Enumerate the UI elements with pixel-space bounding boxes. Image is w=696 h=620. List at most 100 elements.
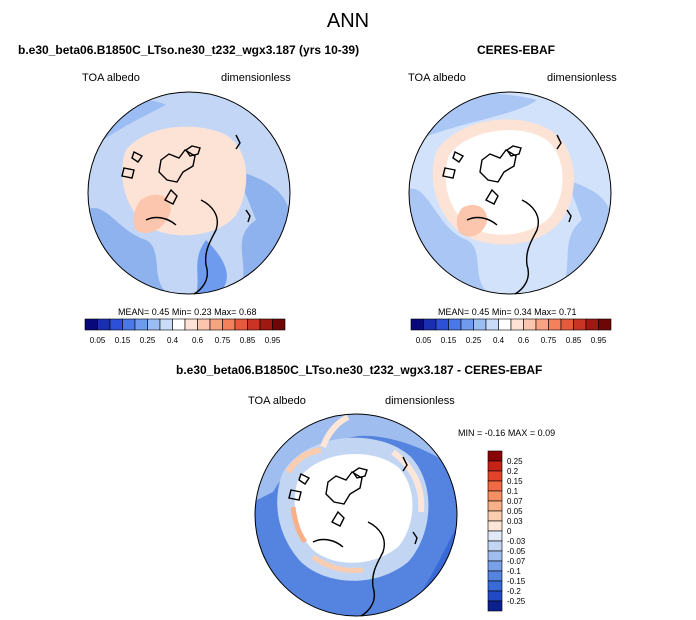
diff-colorbar-tick-label: 0.07 — [507, 497, 523, 506]
colorbar-tick-label: 0.6 — [192, 336, 204, 345]
colorbar-tick-label: 0.85 — [566, 336, 582, 345]
diff-colorbar-tick-label: 0.25 — [507, 457, 523, 466]
panel2-units-label: dimensionless — [547, 72, 617, 84]
colorbar-tick-label: 0.4 — [493, 336, 505, 345]
panel2-variable-label: TOA albedo — [408, 72, 466, 84]
diff-colorbar-tick-label: 0.2 — [507, 467, 519, 476]
colorbar-swatch — [573, 318, 587, 331]
panel2-polar-map — [408, 91, 612, 295]
diff-colorbar-swatch — [487, 480, 503, 492]
colorbar-tick-label: 0.15 — [441, 336, 457, 345]
diff-colorbar-swatch — [487, 580, 503, 592]
colorbar-swatch — [184, 318, 198, 331]
colorbar-swatch — [97, 318, 111, 331]
diff-colorbar-swatch — [487, 590, 503, 602]
colorbar-swatch — [423, 318, 437, 331]
colorbar-tick-label: 0.25 — [466, 336, 482, 345]
panel1-min-value: 0.23 — [194, 307, 212, 317]
panel2-mean-value: 0.45 — [471, 307, 490, 317]
diff-colorbar-tick-label: -0.07 — [507, 557, 526, 566]
panel1-mean-label: MEAN= — [118, 307, 150, 317]
diff-colorbar-swatch — [487, 450, 503, 462]
diff-colorbar-tick-label: -0.03 — [507, 537, 526, 546]
diff-colorbar-swatch — [487, 600, 503, 612]
diff-colorbar-swatch — [487, 510, 503, 522]
panel2-max-label: Max= — [534, 307, 557, 317]
panel1-max-label: Max= — [214, 307, 237, 317]
diff-colorbar-swatch — [487, 470, 503, 482]
panel2-min-value: 0.34 — [514, 307, 532, 317]
panel1-case-title: b.e30_beta06.B1850C_LTso.ne30_t232_wgx3.… — [18, 43, 360, 57]
panel2-max-value: 0.71 — [558, 307, 577, 317]
colorbar-swatch — [523, 318, 537, 331]
panel1-colorbar: 0.05 0.15 0.25 0.4 0.6 0.75 0.85 0.95 — [84, 318, 286, 345]
diff-max-value: 0.09 — [537, 428, 556, 438]
colorbar-swatch — [448, 318, 462, 331]
colorbar-tick-label: 0.95 — [591, 336, 607, 345]
diff-colorbar-swatch — [487, 560, 503, 572]
colorbar-swatch — [197, 318, 211, 331]
panel2-colorbar: 0.05 0.15 0.25 0.4 0.6 0.75 0.85 0.95 — [410, 318, 612, 345]
colorbar-swatch — [485, 318, 499, 331]
colorbar-swatch — [585, 318, 599, 331]
colorbar-swatch — [134, 318, 148, 331]
page-title: ANN — [326, 10, 370, 32]
panel1-stats: MEAN= 0.45 Min= 0.23 Max= 0.68 — [118, 307, 256, 317]
colorbar-tick-label: 0.05 — [416, 336, 432, 345]
diff-variable-label: TOA albedo — [248, 395, 306, 407]
panel1-units-label: dimensionless — [221, 72, 291, 84]
colorbar-swatch — [247, 318, 261, 331]
colorbar-swatch — [159, 318, 173, 331]
diff-colorbar-swatch — [487, 520, 503, 532]
diff-colorbar-swatch — [487, 460, 503, 472]
panel2-stats: MEAN= 0.45 Min= 0.34 Max= 0.71 — [438, 307, 576, 317]
colorbar-swatch — [435, 318, 449, 331]
panel2-min-label: Min= — [491, 307, 512, 317]
diff-min-label: MIN = — [458, 428, 483, 438]
colorbar-tick-label: 0.4 — [167, 336, 179, 345]
colorbar-swatch — [510, 318, 524, 331]
colorbar-tick-label: 0.95 — [265, 336, 281, 345]
diff-colorbar-swatch — [487, 550, 503, 562]
diff-colorbar-swatch — [487, 500, 503, 512]
colorbar-swatch — [234, 318, 248, 331]
diff-colorbar-tick-label: 0.05 — [507, 507, 523, 516]
diff-max-label: MAX = — [507, 428, 536, 438]
panel1-min-label: Min= — [171, 307, 192, 317]
colorbar-tick-label: 0.6 — [518, 336, 530, 345]
diff-colorbar-tick-label: 0.1 — [507, 487, 519, 496]
diff-colorbar-swatch — [487, 530, 503, 542]
diff-units-label: dimensionless — [385, 395, 455, 407]
diff-min-value: -0.16 — [484, 428, 506, 438]
colorbar-tick-label: 0.25 — [140, 336, 156, 345]
colorbar-swatch — [548, 318, 562, 331]
colorbar-swatch — [109, 318, 123, 331]
colorbar-swatch — [410, 318, 424, 331]
diff-colorbar-swatch — [487, 540, 503, 552]
colorbar-swatch — [535, 318, 549, 331]
colorbar-swatch — [272, 318, 286, 331]
colorbar-swatch — [122, 318, 136, 331]
colorbar-tick-label: 0.75 — [541, 336, 557, 345]
colorbar-swatch — [147, 318, 161, 331]
diff-colorbar-tick-label: -0.05 — [507, 547, 526, 556]
diff-colorbar-tick-label: 0.15 — [507, 477, 523, 486]
colorbar-swatch — [473, 318, 487, 331]
diff-colorbar-swatch — [487, 570, 503, 582]
colorbar-swatch — [84, 318, 98, 331]
panel1-polar-map — [87, 91, 291, 295]
panel2-mean-label: MEAN= — [438, 307, 470, 317]
diff-stats: MIN = -0.16 MAX = 0.09 — [458, 428, 555, 438]
panel1-max-value: 0.68 — [238, 307, 257, 317]
diff-colorbar-tick-label: 0 — [507, 527, 512, 536]
colorbar-tick-label: 0.15 — [115, 336, 131, 345]
diff-colorbar-swatch — [487, 490, 503, 502]
diff-colorbar: 0.250.20.150.10.070.050.030-0.03-0.05-0.… — [487, 450, 526, 612]
colorbar-swatch — [498, 318, 512, 331]
diff-colorbar-tick-label: -0.25 — [507, 597, 526, 606]
colorbar-swatch — [560, 318, 574, 331]
panel2-case-title: CERES-EBAF — [477, 43, 556, 57]
panel1-mean-value: 0.45 — [151, 307, 170, 317]
colorbar-swatch — [172, 318, 186, 331]
diff-polar-map — [254, 413, 458, 617]
